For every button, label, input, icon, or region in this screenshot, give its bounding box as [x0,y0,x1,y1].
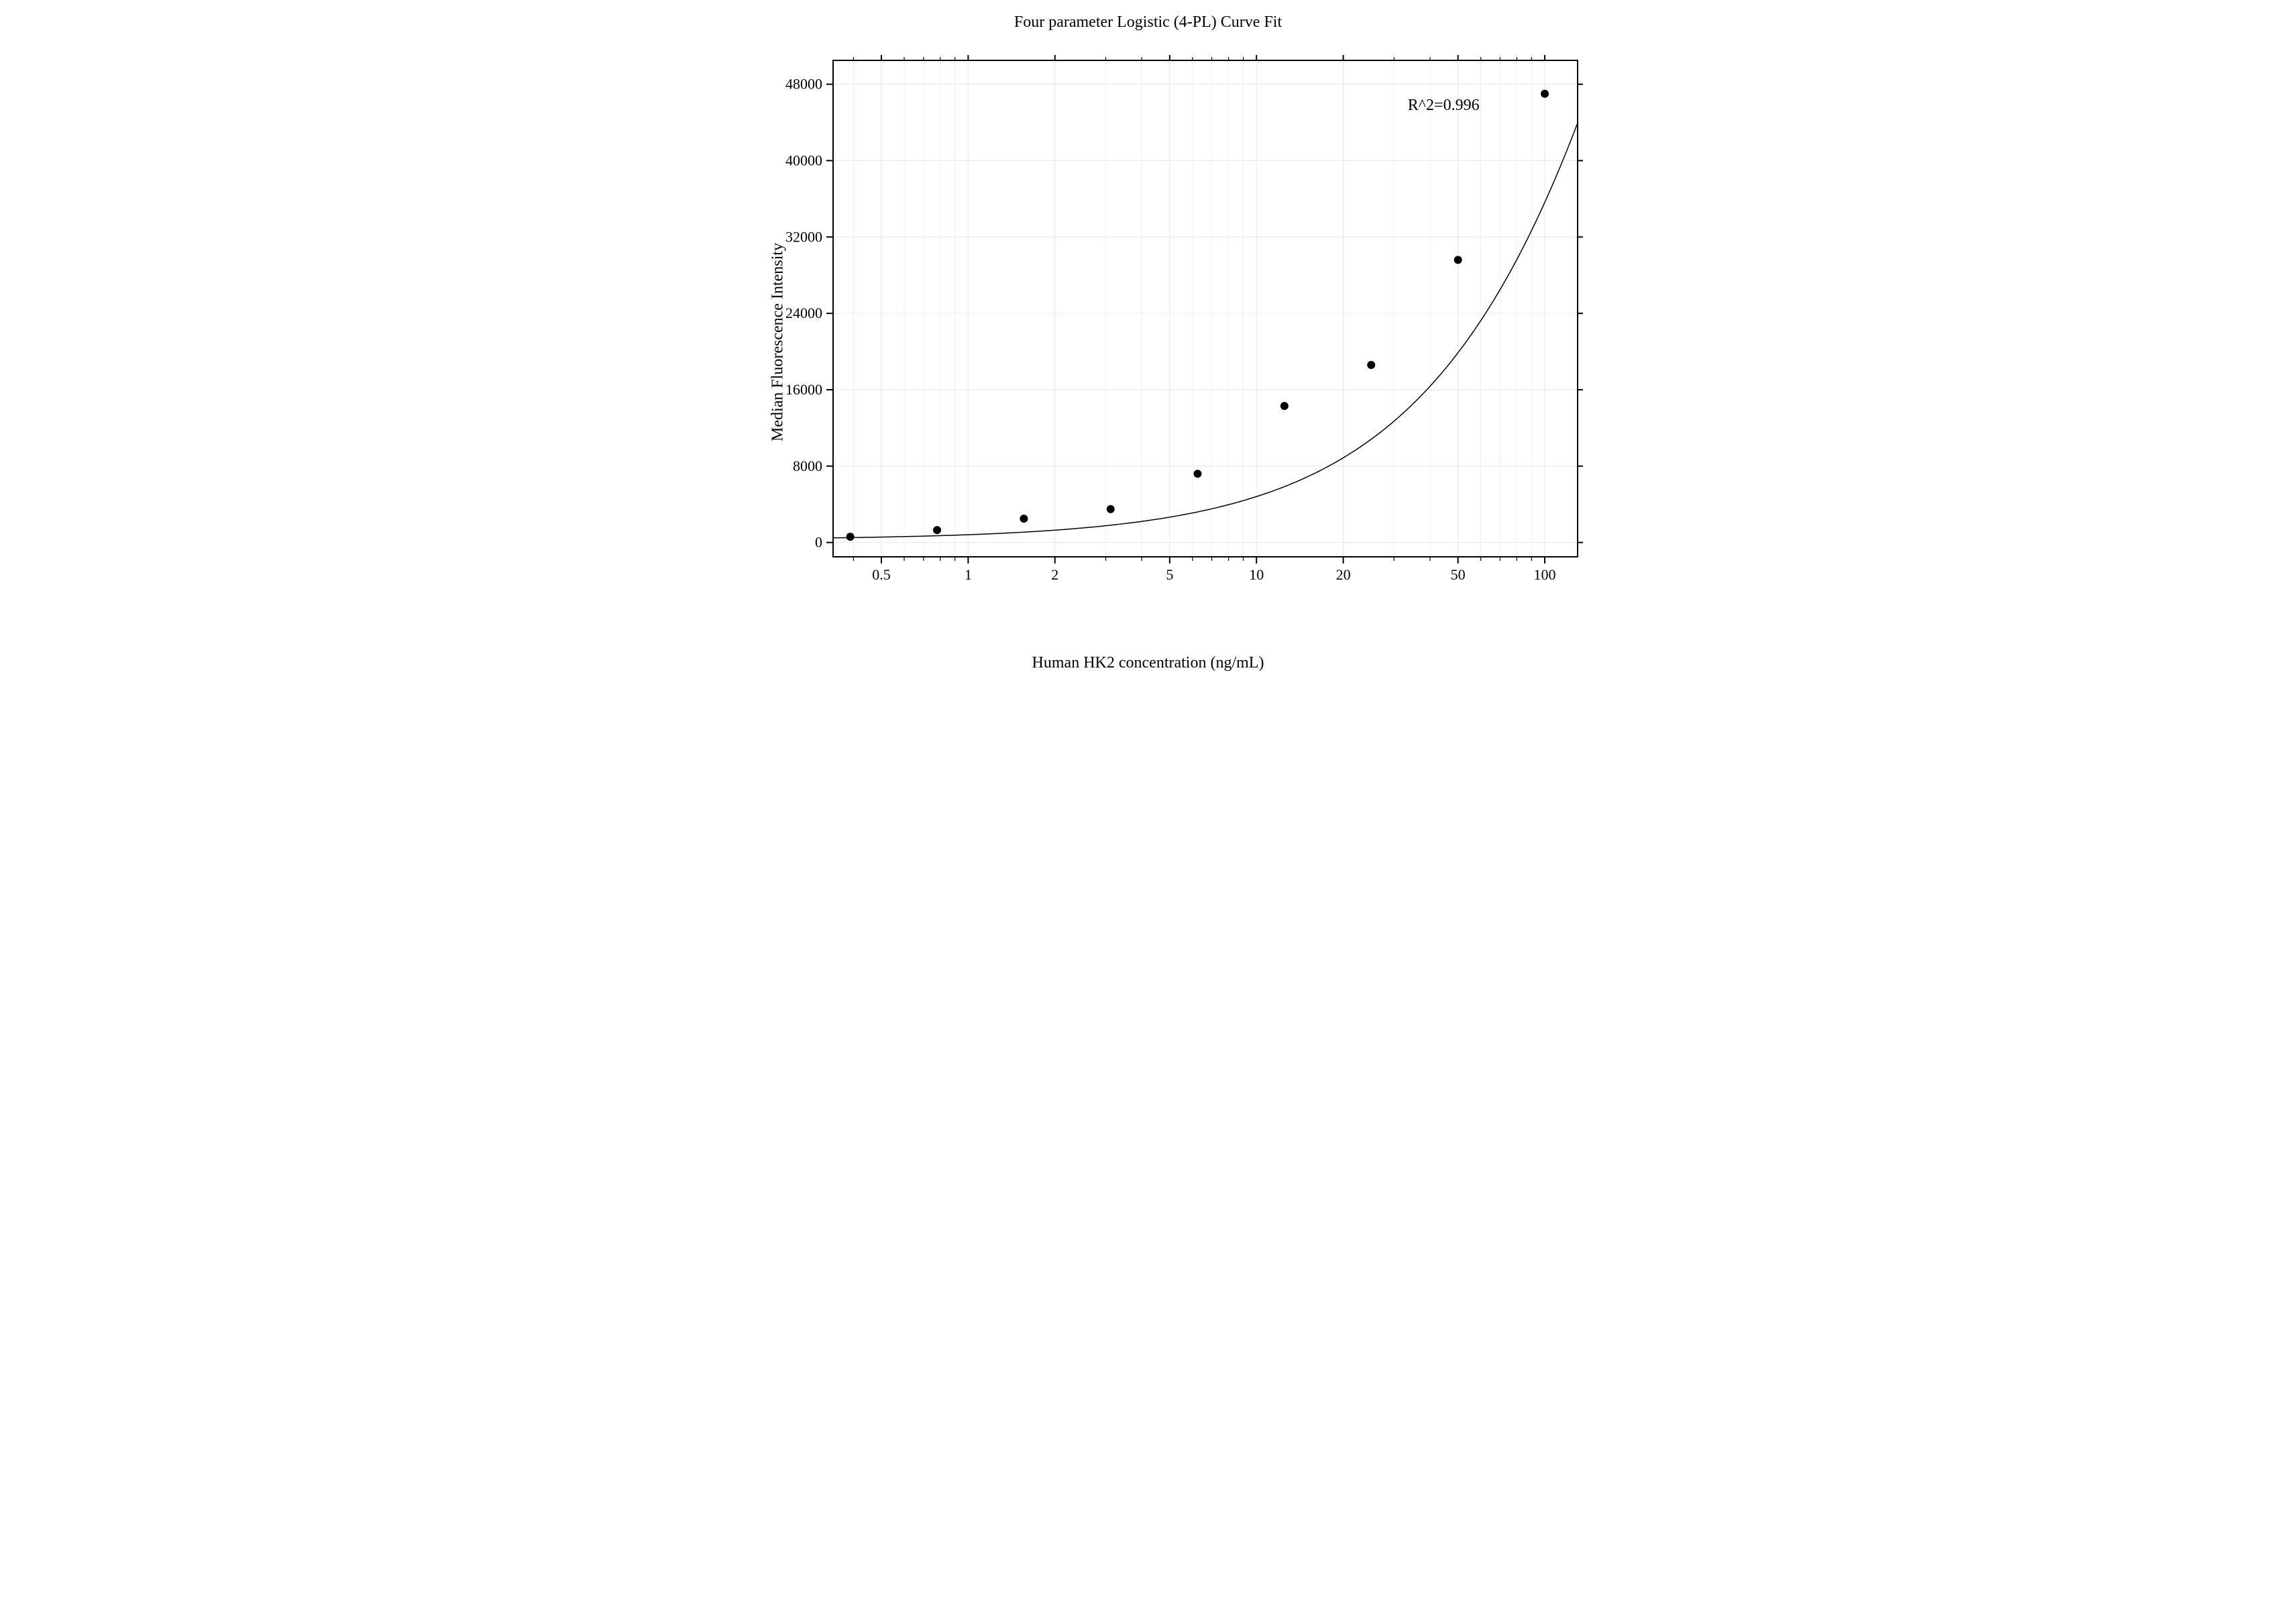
y-tick-label: 0 [815,534,822,551]
data-point [1541,90,1549,98]
data-point [1367,361,1375,369]
y-tick-label: 8000 [793,458,822,474]
data-point [933,526,941,534]
y-tick-label: 48000 [785,76,822,93]
x-tick-label: 2 [1051,566,1058,583]
x-tick-label: 50 [1450,566,1465,583]
x-tick-label: 0.5 [872,566,891,583]
x-tick-label: 5 [1166,566,1173,583]
data-point [1454,256,1462,264]
x-axis-label: Human HK2 concentration (ng/mL) [659,654,1638,672]
y-tick-label: 32000 [785,228,822,245]
data-point [1106,505,1114,513]
x-tick-label: 100 [1533,566,1555,583]
y-tick-label: 16000 [785,381,822,398]
x-tick-label: 1 [964,566,971,583]
y-tick-label: 24000 [785,305,822,321]
data-point [1280,402,1288,410]
x-tick-label: 10 [1249,566,1264,583]
data-point [1193,470,1201,478]
data-point [846,533,854,541]
y-tick-label: 40000 [785,152,822,168]
chart-page: Four parameter Logistic (4-PL) Curve Fit… [659,0,1638,684]
x-tick-label: 20 [1335,566,1350,583]
r-squared-annotation: R^2=0.996 [1407,97,1479,114]
chart-title: Four parameter Logistic (4-PL) Curve Fit [659,13,1638,32]
plot-svg: 0.5 1 2 5 10 20 50 100 0 8000 16000 24000 32000 40000… [739,47,1611,631]
data-point [1020,515,1028,523]
plot-container: 0.5 1 2 5 10 20 50 100 0 8000 16000 24000 32000 40000… [739,47,1611,631]
